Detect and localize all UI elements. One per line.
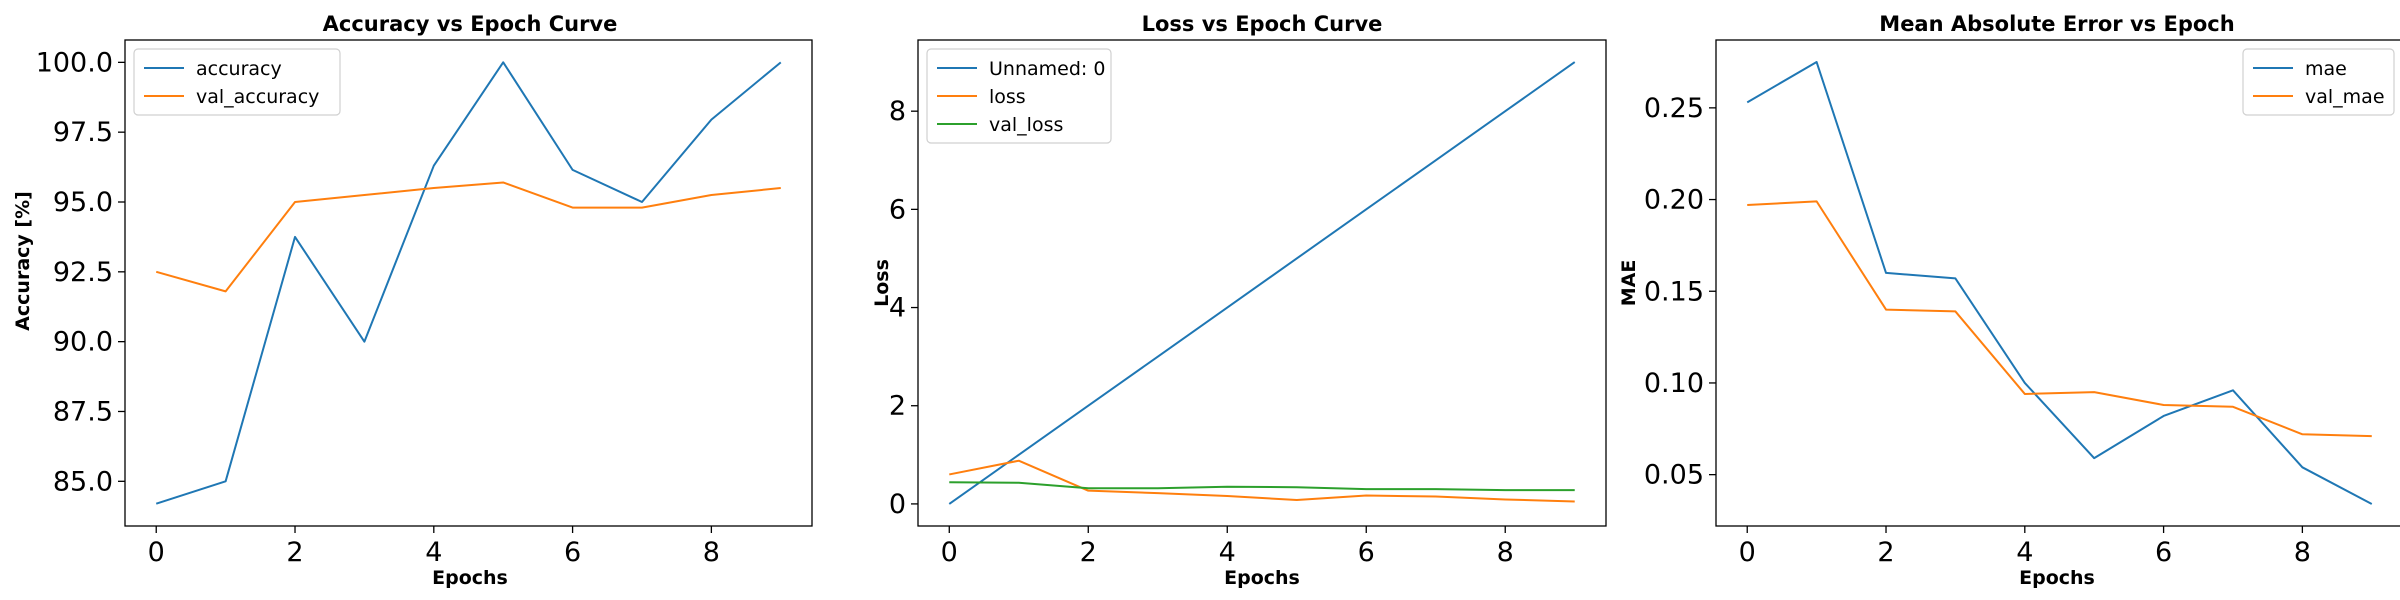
y-tick-label: 95.0 [53, 187, 113, 218]
legend-box [926, 48, 1112, 144]
x-tick-label: 2 [1877, 537, 1894, 568]
legend: Unnamed: 0 loss val_loss [926, 48, 1112, 144]
x-tick-label: 2 [1080, 537, 1097, 568]
x-tick-label: 4 [2016, 537, 2033, 568]
legend-box [2242, 48, 2395, 116]
legend-label: val_accuracy [196, 86, 319, 108]
x-axis-label: Epochs [432, 567, 508, 589]
plot-frame [1715, 39, 2400, 527]
series-line-loss [949, 459, 1575, 503]
y-tick-label: 90.0 [53, 327, 113, 358]
mae-chart: Mean Absolute Error vs Epoch Epochs MAE … [1618, 12, 2400, 589]
y-tick-label: 0.05 [1644, 460, 1704, 491]
x-tick-label: 8 [1497, 537, 1514, 568]
x-tick-label: 0 [148, 537, 165, 568]
chart-title: Accuracy vs Epoch Curve [323, 12, 618, 36]
y-tick-label: 2 [889, 391, 906, 422]
legend-item: val_loss [937, 114, 1063, 136]
x-tick-label: 6 [2155, 537, 2172, 568]
x-tick-label: 8 [2294, 537, 2311, 568]
legend-label: val_mae [2305, 86, 2385, 108]
x-tick-label: 4 [1219, 537, 1236, 568]
x-tick-label: 0 [1739, 537, 1756, 568]
legend-item: loss [937, 86, 1026, 108]
legend-item: val_accuracy [144, 86, 319, 108]
chart-title: Mean Absolute Error vs Epoch [1879, 12, 2234, 36]
y-tick-label: 85.0 [53, 466, 113, 497]
y-tick-label: 0 [889, 489, 906, 520]
y-tick-label: 6 [889, 194, 906, 225]
chart-title: Loss vs Epoch Curve [1142, 12, 1383, 36]
loss-chart: Loss vs Epoch Curve Epochs Loss 0 2 4 6 8 0 2 4… [871, 12, 1607, 589]
legend: mae val_mae [2242, 48, 2395, 116]
series-line-unnamed-0 [948, 61, 1576, 505]
y-tick-label: 0.25 [1644, 93, 1704, 124]
legend: accuracy val_accuracy [133, 48, 341, 116]
series-line-mae [1746, 61, 2373, 505]
series-line-val-accuracy [155, 181, 781, 293]
y-tick-label: 92.5 [53, 257, 113, 288]
x-tick-label: 6 [1358, 537, 1375, 568]
y-tick-label: 100.0 [36, 47, 113, 78]
legend-label: accuracy [196, 58, 282, 80]
x-tick-label: 8 [703, 537, 720, 568]
plot-frame [917, 39, 1607, 527]
legend-item: accuracy [144, 58, 282, 80]
y-tick-label: 8 [889, 96, 906, 127]
x-tick-label: 6 [564, 537, 581, 568]
x-tick-label: 4 [425, 537, 442, 568]
y-tick-label: 0.10 [1644, 368, 1704, 399]
legend-label: mae [2305, 58, 2347, 80]
x-tick-label: 2 [286, 537, 303, 568]
y-axis-label: Accuracy [%] [12, 191, 34, 331]
legend-label: loss [989, 86, 1026, 108]
legend-label: val_loss [989, 114, 1063, 136]
x-tick-label: 0 [941, 537, 958, 568]
legend-box [133, 48, 341, 116]
y-tick-label: 0.15 [1644, 276, 1704, 307]
y-tick-label: 0.20 [1644, 185, 1704, 216]
plot-area: 0 2 4 6 8 0 2 4 6 8 Unnamed: 0 loss val_loss [889, 39, 1607, 568]
plot-area: 0 2 4 6 8 85.0 87.5 90.0 92.5 95.0 97.5 100.0 accura… [36, 39, 813, 568]
y-tick-label: 87.5 [53, 396, 113, 427]
legend-label: Unnamed: 0 [989, 58, 1105, 80]
legend-item: val_mae [2253, 86, 2385, 108]
x-axis-label: Epochs [1224, 567, 1300, 589]
y-tick-label: 97.5 [53, 117, 113, 148]
legend-item: mae [2253, 58, 2347, 80]
legend-item: Unnamed: 0 [937, 58, 1105, 80]
plot-frame [124, 39, 813, 527]
series-line-val-loss [949, 481, 1575, 492]
series-line-accuracy [155, 61, 782, 505]
y-tick-label: 4 [889, 293, 906, 324]
y-axis-label: MAE [1618, 260, 1640, 307]
accuracy-chart: Accuracy vs Epoch Curve Epochs Accuracy … [12, 12, 813, 589]
plot-area: 0 2 4 6 8 0.05 0.10 0.15 0.20 0.25 mae val_mae [1644, 39, 2400, 568]
y-axis-label: Loss [871, 259, 893, 307]
x-axis-label: Epochs [2019, 567, 2095, 589]
series-line-val-mae [1747, 200, 2372, 438]
